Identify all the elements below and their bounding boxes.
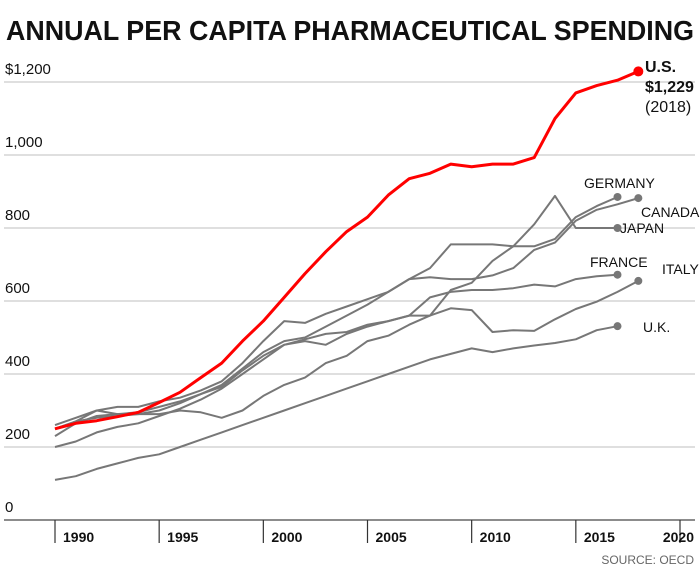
endpoint-marker-uk	[613, 322, 622, 331]
y-tick-label: 800	[5, 207, 30, 224]
series-line-france	[54, 273, 618, 430]
us-label-name: U.S.	[645, 59, 676, 76]
x-tick-label: 2005	[376, 529, 407, 545]
us-label-value: $1,229	[645, 79, 694, 96]
chart-title: ANNUAL PER CAPITA PHARMACEUTICAL SPENDIN…	[6, 15, 694, 46]
endpoint-marker-italy	[634, 276, 643, 285]
endpoint-marker-france	[613, 270, 622, 279]
series-label-canada: CANADA	[641, 204, 700, 220]
series-line-canada	[54, 197, 639, 437]
series-line-uk	[54, 325, 618, 481]
x-tick-label: 1990	[63, 529, 94, 545]
y-tick-label: 600	[5, 280, 30, 297]
series-line-italy	[54, 280, 639, 448]
series-label-germany: GERMANY	[584, 175, 655, 191]
x-tick-label: 2015	[584, 529, 615, 545]
series-line-us	[54, 70, 639, 431]
y-tick-label: $1,200	[5, 61, 51, 78]
x-tick-label: 1995	[167, 529, 198, 545]
y-axis: 0 200 400 600 800 1,000 $1,200	[5, 61, 51, 516]
y-tick-label: 1,000	[5, 134, 43, 151]
series-line-germany	[54, 196, 618, 427]
series-line-japan	[54, 194, 618, 430]
source-note: SOURCE: OECD	[601, 553, 694, 567]
y-tick-label: 400	[5, 353, 30, 370]
x-axis: 1990 1995 2000 2005 2010 2015 2020	[4, 519, 695, 545]
y-tick-label: 200	[5, 426, 30, 443]
series-label-uk: U.K.	[643, 319, 670, 335]
series-label-japan: JAPAN	[620, 220, 664, 236]
x-tick-label: 2020	[663, 529, 694, 545]
series-lines	[54, 66, 644, 481]
endpoint-marker-japan	[613, 224, 622, 232]
y-tick-label: 0	[5, 499, 13, 516]
endpoint-marker-us	[633, 66, 644, 77]
endpoint-marker-germany	[613, 192, 622, 201]
x-tick-label: 2010	[480, 529, 511, 545]
gridlines	[4, 81, 695, 448]
endpoint-marker-canada	[634, 194, 643, 203]
series-label-italy: ITALY	[662, 261, 699, 277]
x-tick-label: 2000	[271, 529, 302, 545]
us-label-year: (2018)	[645, 99, 691, 116]
series-label-france: FRANCE	[590, 254, 648, 270]
